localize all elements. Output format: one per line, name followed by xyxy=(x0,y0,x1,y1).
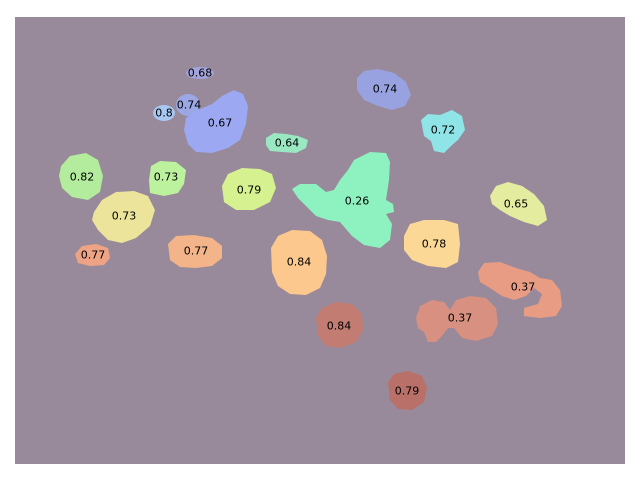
region-r5: 0.74 xyxy=(357,69,411,110)
region-r11: 0.26 xyxy=(292,152,394,248)
region-r10: 0.79 xyxy=(222,168,276,210)
region-r11-score: 0.26 xyxy=(345,195,370,208)
region-r20-score: 0.84 xyxy=(327,320,352,333)
region-r4: 0.67 xyxy=(184,90,248,153)
region-r10-score: 0.79 xyxy=(237,184,262,197)
region-r14: 0.77 xyxy=(75,244,110,266)
region-r3-shape xyxy=(153,105,175,121)
region-r18-score: 0.37 xyxy=(511,281,536,294)
region-r9-shape xyxy=(149,161,186,196)
region-r3: 0.8 xyxy=(153,105,175,121)
region-r20-shape xyxy=(316,302,363,348)
region-r2-shape xyxy=(176,94,200,116)
region-r20: 0.84 xyxy=(316,302,363,348)
region-r11-shape xyxy=(292,152,394,248)
region-r1-score: 0.68 xyxy=(188,67,213,80)
region-r4-shape xyxy=(184,90,248,153)
region-r16-shape xyxy=(271,230,327,295)
region-r15-score: 0.77 xyxy=(184,245,209,258)
region-r21: 0.79 xyxy=(388,371,427,410)
region-r16-score: 0.84 xyxy=(287,256,312,269)
region-r21-shape xyxy=(388,371,427,410)
region-r5-shape xyxy=(357,69,411,110)
region-r2-score: 0.74 xyxy=(177,99,202,112)
region-r12: 0.73 xyxy=(92,191,155,243)
region-r8: 0.82 xyxy=(59,153,103,200)
region-r19: 0.37 xyxy=(416,296,498,342)
region-r3-score: 0.8 xyxy=(155,107,173,120)
region-r17-score: 0.78 xyxy=(422,238,447,251)
region-r9-score: 0.73 xyxy=(154,171,179,184)
region-r1-shape xyxy=(186,67,214,79)
region-r19-shape xyxy=(416,296,498,342)
region-r13: 0.65 xyxy=(490,182,547,226)
region-r7: 0.64 xyxy=(266,133,308,153)
region-r13-score: 0.65 xyxy=(504,198,529,211)
region-r4-score: 0.67 xyxy=(208,117,233,130)
region-r6-shape xyxy=(421,110,465,153)
region-r17: 0.78 xyxy=(404,220,460,268)
region-r14-score: 0.77 xyxy=(81,249,106,262)
region-r7-score: 0.64 xyxy=(275,137,300,150)
region-r6: 0.72 xyxy=(421,110,465,153)
region-r15-shape xyxy=(168,235,222,268)
region-r10-shape xyxy=(222,168,276,210)
region-r19-score: 0.37 xyxy=(448,312,473,325)
region-r18: 0.37 xyxy=(478,262,562,318)
region-r21-score: 0.79 xyxy=(395,385,420,398)
region-r1: 0.68 xyxy=(186,67,214,80)
region-r5-score: 0.74 xyxy=(373,83,398,96)
region-r12-shape xyxy=(92,191,155,243)
region-r8-shape xyxy=(59,153,103,200)
region-r8-score: 0.82 xyxy=(70,171,95,184)
region-r18-shape xyxy=(478,262,562,318)
region-r12-score: 0.73 xyxy=(112,210,137,223)
region-r6-score: 0.72 xyxy=(431,124,456,137)
region-r16: 0.84 xyxy=(271,230,327,295)
region-r9: 0.73 xyxy=(149,161,186,196)
region-r2: 0.74 xyxy=(176,94,201,116)
region-r17-shape xyxy=(404,220,460,268)
region-r13-shape xyxy=(490,182,547,226)
region-r14-shape xyxy=(75,244,110,266)
region-r7-shape xyxy=(266,133,308,153)
region-r15: 0.77 xyxy=(168,235,222,268)
